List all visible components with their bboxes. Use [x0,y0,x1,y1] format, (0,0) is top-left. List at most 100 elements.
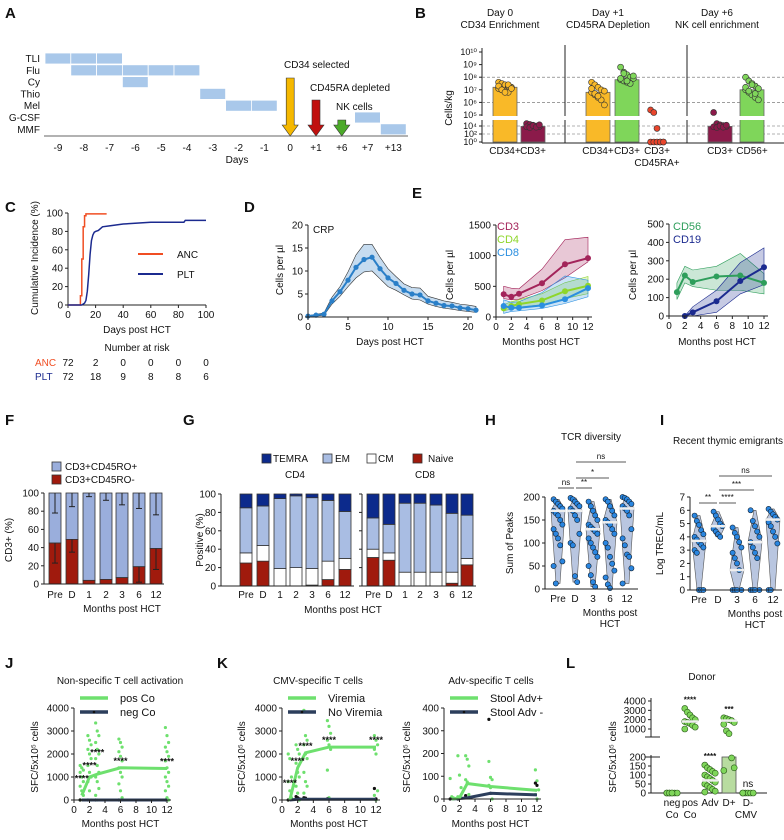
data-point [751,90,759,97]
data-point [94,757,98,761]
legend-marker [300,710,304,714]
y-tick-label: 0 [658,312,664,323]
gantt-cell [96,52,123,65]
x-tick-label: 10 [743,321,755,332]
x-tick-label: 2 [509,322,515,333]
data-point [329,747,333,752]
x-tick-label: 1 [86,590,92,601]
data-point [97,752,101,756]
gantt-cell [96,64,123,77]
data-point [457,305,463,311]
data-point [585,563,592,569]
data-point [286,752,290,756]
data-point [78,784,82,788]
bar-temra [338,493,352,512]
y-tick-label: 0 [297,313,303,324]
data-point [628,500,635,507]
panel-label: K [217,655,228,672]
data-point [467,792,471,797]
data-point [691,512,698,519]
y-tick-label: 2000 [47,750,70,761]
arrow-icon [281,77,299,137]
data-point [329,298,335,304]
data-point [87,738,92,742]
x-axis-title: Months post HCT [290,819,368,830]
data-point [488,775,493,779]
data-point [337,289,343,295]
x-axis-title: Days post HCT [356,337,424,348]
data-point [487,759,491,764]
category-label: Co [666,810,679,821]
y-tick-label: 300 [422,726,439,737]
data-point [601,87,608,95]
category-sublabel: CD45RA+ [634,158,679,169]
x-tick-label: 3 [309,590,315,601]
data-point [487,717,491,721]
x-tick-label: 10 [146,805,158,816]
y-tick-label: 200 [422,749,439,760]
data-point [321,311,327,317]
data-point [585,285,591,292]
risk-value: 8 [148,372,154,383]
bar [115,577,129,585]
x-tick-label: D [68,590,75,601]
significance-label: **** [704,752,717,761]
category-label: neg [664,798,681,809]
data-point [619,535,626,542]
data-point [313,312,319,318]
data-point [425,298,431,304]
data-point [660,138,667,146]
risk-value: 18 [90,372,102,383]
data-point [754,555,761,562]
x-tick-label: 2 [103,590,109,601]
bar-naive [256,560,270,587]
panel-label: G [183,412,195,429]
data-point [736,539,743,546]
data-point [539,280,545,287]
y-tick-label: 300 [647,256,664,267]
y-tick-label: 0 [679,586,685,597]
panel-label: J [5,655,13,672]
bar-cm [460,558,474,566]
x-tick-label: 8 [342,805,348,816]
data-point [305,738,309,742]
x-tick-label: Pre [365,590,381,601]
x-tick-label: 2 [293,590,299,601]
data-point [681,272,688,279]
data-point [305,784,309,788]
gantt-cell [250,99,278,112]
data-point [585,535,592,542]
x-tick-label: 1 [277,590,283,601]
data-point [619,580,626,587]
gantt-row-label: TLI [26,54,40,65]
y-tick-label: 10⁵ [463,110,477,120]
data-point [117,737,121,741]
y-tick-label: 10⁹ [463,60,477,70]
data-point [621,542,628,549]
x-tick-label: 0 [305,322,311,333]
x-tick-label: D [714,595,721,606]
data-point [95,729,99,733]
category-label: Adv [701,798,718,809]
data-point [555,512,561,519]
data-point [559,521,566,528]
y-tick-label: 150 [629,762,646,773]
data-point [81,780,85,784]
y-tick-label: 20 [52,282,64,293]
significance-label: ns [743,779,754,790]
day-label: +1 [310,143,322,154]
data-point [604,544,611,551]
y-axis-title: SFC/5x10⁵ cells [30,721,41,792]
data-point [459,786,463,790]
bar-em [305,497,319,569]
y-tick-label: 0 [57,301,63,312]
y-tick-label: 500 [474,282,491,293]
data-point [345,277,351,283]
data-point [693,549,700,556]
bar-temra [445,493,459,514]
day-label: -9 [54,143,63,154]
arrow-icon [307,99,325,137]
data-point [289,775,294,779]
y-tick-label: 200 [523,493,540,504]
plot-title: Adv-specific T cells [448,676,533,687]
